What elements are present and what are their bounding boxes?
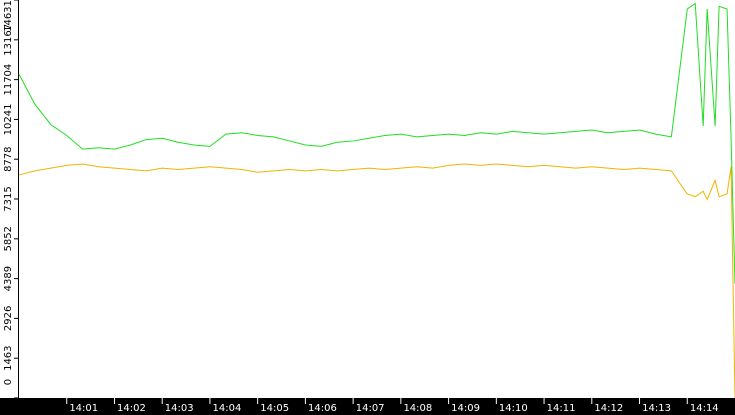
y-tick-label: 4389 — [3, 266, 14, 291]
y-tick-label: 1463 — [3, 345, 14, 370]
x-tick-label: 14:04 — [213, 403, 242, 414]
x-tick-label: 14:13 — [642, 403, 671, 414]
y-tick-label: 0 — [3, 379, 14, 385]
x-tick-label: 14:14 — [690, 403, 719, 414]
y-tick-label: 14631 — [3, 0, 14, 32]
y-tick-label: 10241 — [3, 104, 14, 136]
x-tick-label: 14:03 — [165, 403, 194, 414]
x-tick-label: 14:01 — [69, 403, 98, 414]
x-tick-label: 14:08 — [403, 403, 432, 414]
y-tick-label: 8778 — [3, 146, 14, 171]
x-tick-label: 14:05 — [260, 403, 289, 414]
line-series — [18, 163, 735, 399]
x-tick-label: 14:09 — [451, 403, 480, 414]
x-tick-label: 14:12 — [594, 403, 623, 414]
y-tick-label: 5852 — [3, 226, 14, 251]
x-tick-label: 14:10 — [499, 403, 528, 414]
y-tick-label: 2926 — [3, 306, 14, 331]
y-tick-label: 13167 — [3, 24, 14, 56]
x-axis-band — [0, 398, 735, 415]
x-tick-label: 14:11 — [547, 403, 576, 414]
line-series — [18, 2, 735, 284]
y-tick-label: 7315 — [3, 186, 14, 211]
x-tick-label: 14:06 — [308, 403, 337, 414]
y-tick-label: 11704 — [3, 64, 14, 96]
x-tick-label: 14:02 — [117, 403, 146, 414]
x-tick-label: 14:07 — [356, 403, 385, 414]
